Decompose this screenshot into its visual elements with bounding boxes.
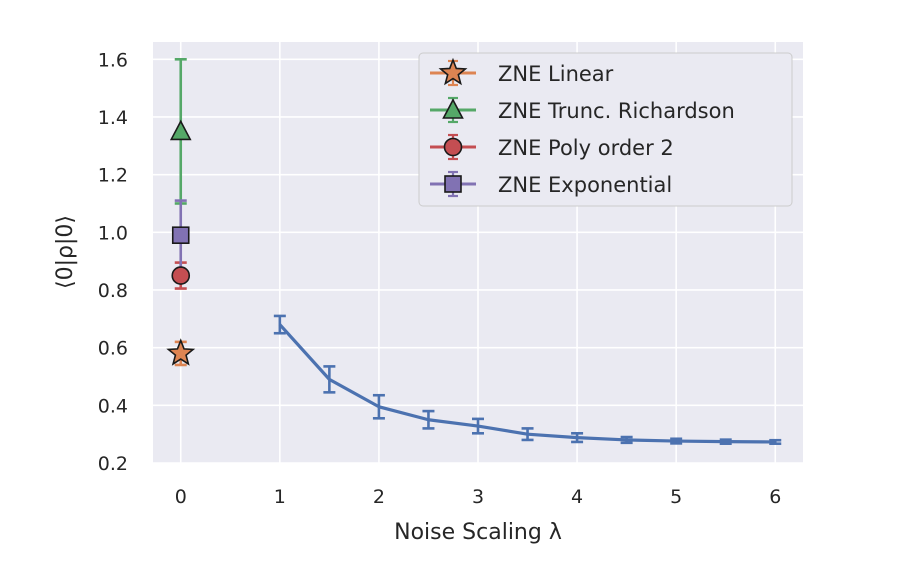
- zne-marker-star: [166, 338, 196, 366]
- x-tick-label: 6: [769, 486, 781, 508]
- legend-label: ZNE Linear: [498, 62, 614, 86]
- x-tick-label: 3: [472, 486, 484, 508]
- measured-series: [273, 314, 782, 445]
- legend-label: ZNE Exponential: [498, 173, 672, 197]
- y-tick-label: 0.4: [98, 395, 128, 417]
- legend-label: ZNE Poly order 2: [498, 136, 674, 160]
- y-tick-label: 1.2: [98, 165, 128, 187]
- zne-marker-square: [171, 226, 190, 244]
- x-tick-label: 1: [274, 486, 286, 508]
- zne-estimates: [166, 58, 196, 367]
- x-tick-label: 0: [175, 486, 187, 508]
- y-tick-label: 0.2: [98, 453, 128, 475]
- legend-marker-star: [438, 57, 468, 86]
- y-tick-label: 0.6: [98, 338, 128, 360]
- measured-error-bar: [273, 314, 286, 335]
- x-tick-label: 5: [670, 486, 682, 508]
- legend-label: ZNE Trunc. Richardson: [498, 99, 735, 123]
- legend-marker-triangle: [442, 98, 464, 119]
- x-axis-ticks: 0 1 2 3 4 5 6: [175, 486, 782, 508]
- legend-entry: ZNE Exponential: [430, 170, 672, 198]
- zne-marker-triangle: [169, 119, 192, 141]
- y-axis-label: ⟨0|ρ|0⟩: [53, 215, 78, 289]
- legend-marker-circle: [443, 137, 463, 157]
- y-tick-label: 1.6: [98, 49, 128, 71]
- y-axis-ticks: 0.2 0.4 0.6 0.8 1.0 1.2 1.4 1.6: [98, 49, 128, 475]
- legend-frame: [418, 52, 793, 207]
- y-tick-label: 0.8: [98, 280, 128, 302]
- legend-marker-square: [444, 175, 462, 193]
- x-axis-label: Noise Scaling λ: [394, 520, 562, 545]
- y-tick-label: 1.0: [98, 222, 128, 244]
- y-tick-label: 1.4: [98, 107, 128, 129]
- legend-entry: ZNE Poly order 2: [430, 133, 674, 161]
- x-tick-label: 2: [373, 486, 385, 508]
- measured-line: [278, 323, 776, 444]
- legend: ZNE Linear ZNE Trunc. Richardson ZNE Poly …: [418, 52, 793, 207]
- legend-entry: ZNE Linear: [430, 57, 614, 87]
- x-tick-label: 4: [571, 486, 583, 508]
- legend-entry: ZNE Trunc. Richardson: [430, 96, 735, 124]
- zne-marker-circle: [171, 266, 191, 285]
